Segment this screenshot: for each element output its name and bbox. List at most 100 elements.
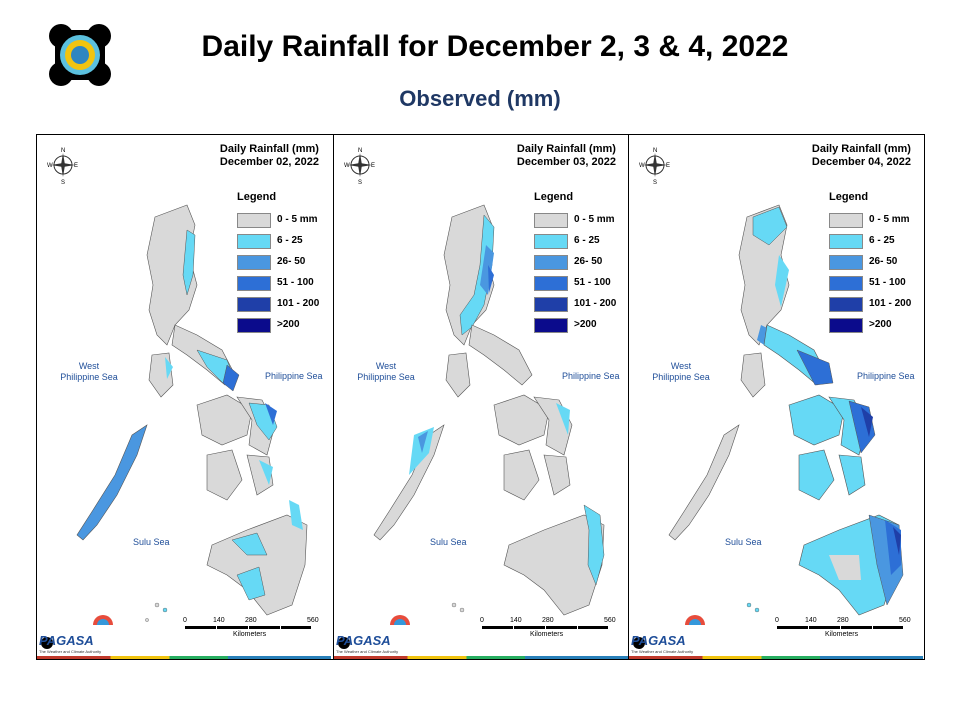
compass-s-label: S	[358, 180, 362, 185]
map-title-line1: Daily Rainfall (mm)	[811, 143, 911, 155]
brand-tagline: The Weather and Climate Authority	[631, 649, 694, 654]
sea-label-east: Philippine Sea	[857, 371, 915, 381]
compass-w-label: W	[639, 163, 645, 169]
brand-tagline: The Weather and Climate Authority	[39, 649, 102, 654]
brand-name: PAGASA	[631, 633, 686, 648]
compass-s-label: S	[61, 180, 65, 185]
scale-tick: 560	[307, 617, 319, 624]
map-title-line1: Daily Rainfall (mm)	[516, 143, 616, 155]
brand-name: PAGASA	[336, 633, 391, 648]
pagasa-logo	[633, 615, 705, 649]
legend-label: 51 - 100	[574, 277, 611, 288]
brand-color-strip	[629, 656, 923, 659]
legend-swatch	[534, 234, 568, 249]
rainfall-map-panel-dec-03: N S W E Daily Rainfall (mm) December 03,…	[333, 135, 628, 659]
legend-label: 101 - 200	[869, 298, 912, 309]
sea-label-sulu: Sulu Sea	[725, 537, 762, 547]
compass-icon: N S W E	[344, 148, 375, 185]
legend-label: 6 - 25	[277, 235, 303, 246]
maps-frame: N S W E Daily Rainfall (mm) December 02,…	[36, 134, 925, 660]
map-title: Daily Rainfall (mm) December 02, 2022	[220, 143, 319, 169]
legend-label: 0 - 5 mm	[574, 214, 615, 225]
scale-tick: 560	[899, 617, 911, 624]
compass-e-label: E	[371, 163, 375, 169]
map-title-date: December 02, 2022	[219, 156, 319, 168]
legend-label: 101 - 200	[277, 298, 320, 309]
rainfall-map-panel-dec-02: N S W E Daily Rainfall (mm) December 02,…	[37, 135, 331, 659]
page-subtitle: Observed (mm)	[399, 86, 561, 111]
legend-swatch	[829, 213, 863, 228]
map-title: Daily Rainfall (mm) December 03, 2022	[517, 143, 616, 169]
legend-label: 6 - 25	[869, 235, 895, 246]
scale-tick: 140	[510, 617, 522, 624]
scale-tick: 280	[245, 617, 257, 624]
legend-label: >200	[574, 319, 597, 330]
legend-swatch	[534, 276, 568, 291]
compass-n-label: N	[358, 148, 362, 154]
brand-tagline: The Weather and Climate Authority	[336, 649, 399, 654]
legend-swatch	[534, 318, 568, 333]
brand-name: PAGASA	[39, 633, 94, 648]
map-title-line1: Daily Rainfall (mm)	[219, 143, 319, 155]
scale-bar: 0 140 280 560 Kilometers	[183, 617, 325, 647]
pagasa-logo	[41, 615, 113, 649]
legend-label: 51 - 100	[277, 277, 314, 288]
legend-title: Legend	[534, 191, 574, 203]
compass-n-label: N	[653, 148, 657, 154]
scale-tick: 560	[604, 617, 616, 624]
pagasa-logo	[338, 615, 410, 649]
legend-swatch	[237, 276, 271, 291]
philippines-rainfall-map	[668, 204, 904, 616]
map-title-date: December 03, 2022	[516, 156, 616, 168]
legend-label: 0 - 5 mm	[869, 214, 910, 225]
legend-swatch	[829, 318, 863, 333]
legend-label: 26- 50	[277, 256, 306, 267]
sea-label-sulu: Sulu Sea	[430, 537, 467, 547]
scale-tick: 140	[805, 617, 817, 624]
scale-tick: 0	[183, 617, 187, 624]
scale-unit: Kilometers	[530, 631, 564, 638]
map-title: Daily Rainfall (mm) December 04, 2022	[812, 143, 911, 169]
rainfall-map-panel-dec-04: N S W E Daily Rainfall (mm) December 04,…	[628, 135, 923, 659]
legend-label: 26- 50	[574, 256, 603, 267]
legend-swatch	[237, 234, 271, 249]
legend-label: >200	[869, 319, 892, 330]
compass-n-label: N	[61, 148, 65, 154]
compass-e-label: E	[666, 163, 670, 169]
compass-icon: N S W E	[47, 148, 78, 185]
sea-label-east: Philippine Sea	[265, 371, 323, 381]
legend-swatch	[829, 234, 863, 249]
legend-swatch	[829, 297, 863, 312]
legend-swatch	[534, 297, 568, 312]
scale-tick: 280	[542, 617, 554, 624]
legend-swatch	[829, 255, 863, 270]
compass-icon: N S W E	[639, 148, 670, 185]
compass-e-label: E	[74, 163, 78, 169]
scale-unit: Kilometers	[825, 631, 859, 638]
philippines-rainfall-map	[373, 204, 605, 616]
scale-bar: 0 140 280 560 Kilometers	[480, 617, 622, 647]
sea-label-west: West Philippine Sea	[652, 361, 710, 382]
scale-unit: Kilometers	[233, 631, 267, 638]
compass-s-label: S	[653, 180, 657, 185]
map-title-date: December 04, 2022	[811, 156, 911, 168]
scale-tick: 0	[775, 617, 779, 624]
legend-swatch	[829, 276, 863, 291]
legend-label: 0 - 5 mm	[277, 214, 318, 225]
legend-swatch	[237, 318, 271, 333]
legend-label: 101 - 200	[574, 298, 617, 309]
scale-tick: 0	[480, 617, 484, 624]
pagasa-agency-logo	[47, 22, 113, 88]
legend-swatch	[237, 213, 271, 228]
scale-bar: 0 140 280 560 Kilometers	[775, 617, 917, 647]
page-title: Daily Rainfall for December 2, 3 & 4, 20…	[201, 30, 789, 63]
philippines-rainfall-map	[76, 204, 308, 622]
scale-tick: 140	[213, 617, 225, 624]
sea-label-west: West Philippine Sea	[60, 361, 118, 382]
legend-swatch	[237, 255, 271, 270]
sea-label-west: West Philippine Sea	[357, 361, 415, 382]
legend-title: Legend	[829, 191, 869, 203]
legend-title: Legend	[237, 191, 277, 203]
sea-label-east: Philippine Sea	[562, 371, 620, 381]
legend-swatch	[534, 213, 568, 228]
